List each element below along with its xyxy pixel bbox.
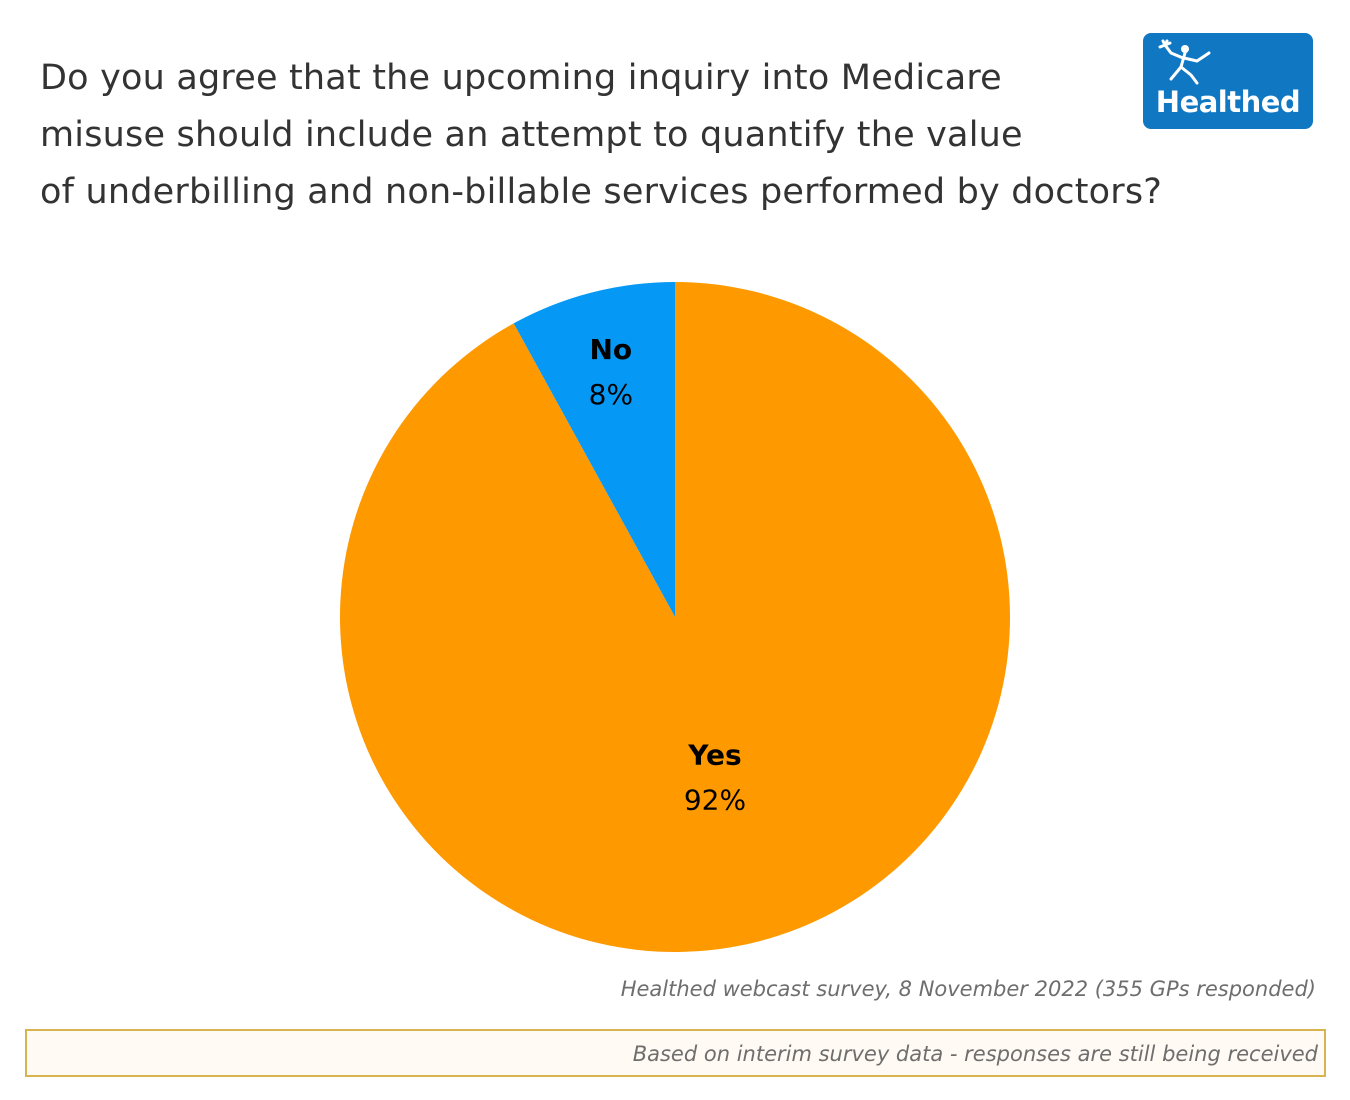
- pie-chart: No 8% Yes 92%: [340, 282, 1011, 952]
- source-note: Healthed webcast survey, 8 November 2022…: [620, 977, 1316, 1001]
- interim-note-box: Based on interim survey data - responses…: [25, 1029, 1326, 1077]
- healthed-logo: Healthed: [1143, 33, 1313, 129]
- chart-title-line-1: Do you agree that the upcoming inquiry i…: [40, 58, 1002, 98]
- pie-slice-no: [513, 282, 675, 617]
- chart-title: Do you agree that the upcoming inquiry i…: [40, 50, 1163, 221]
- logo-text: Healthed: [1155, 85, 1301, 119]
- chart-title-line-3: of underbilling and non-billable service…: [40, 172, 1163, 212]
- interim-note-text: Based on interim survey data - responses…: [632, 1042, 1318, 1066]
- slice-label-yes: Yes: [687, 739, 741, 772]
- chart-title-line-2: misuse should include an attempt to quan…: [40, 115, 1023, 155]
- pie-slice-yes: [340, 282, 1011, 952]
- slice-value-yes: 92%: [684, 784, 746, 817]
- slice-label-no: No: [590, 333, 633, 366]
- hermes-figure-icon: [1158, 39, 1211, 85]
- slice-value-no: 8%: [589, 378, 633, 411]
